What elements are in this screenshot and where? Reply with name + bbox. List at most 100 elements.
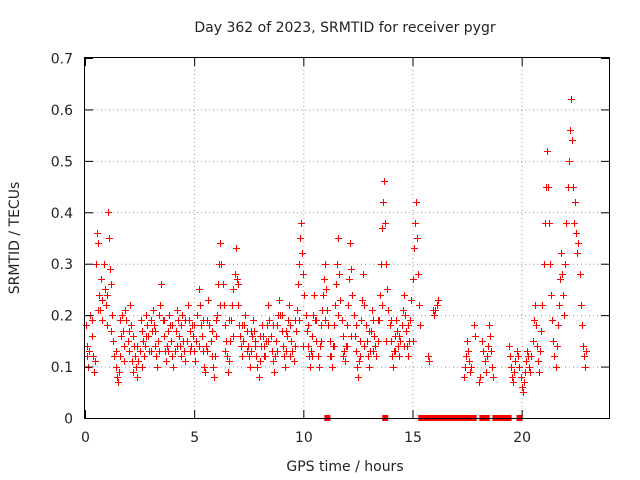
data-point: [103, 302, 110, 309]
data-point: [138, 317, 145, 324]
data-point: [104, 292, 111, 299]
data-point: [307, 364, 314, 371]
data-point: [289, 348, 296, 355]
data-point: [257, 333, 264, 340]
data-point: [304, 328, 311, 335]
data-point: [265, 338, 272, 345]
data-point: [342, 358, 349, 365]
data-point: [512, 358, 519, 365]
data-point: [185, 302, 192, 309]
data-point: [366, 328, 373, 335]
data-point: [294, 307, 301, 314]
data-point: [477, 374, 484, 381]
data-point: [369, 307, 376, 314]
data-point: [318, 338, 325, 345]
data-point: [521, 379, 528, 386]
data-point: [270, 322, 277, 329]
data-point: [341, 348, 348, 355]
data-point: [202, 369, 209, 376]
data-point: [490, 374, 497, 381]
data-point: [110, 338, 117, 345]
data-point: [245, 343, 252, 350]
data-point: [84, 353, 91, 360]
data-point: [573, 230, 580, 237]
data-point: [537, 348, 544, 355]
data-point: [113, 364, 120, 371]
data-point: [344, 343, 351, 350]
data-point: [113, 348, 120, 355]
data-point: [99, 297, 106, 304]
data-point: [322, 261, 329, 268]
data-point: [292, 343, 299, 350]
y-tick-label: 0.2: [51, 309, 73, 325]
data-point: [114, 374, 121, 381]
data-point: [209, 328, 216, 335]
data-point: [121, 358, 128, 365]
data-point: [141, 353, 148, 360]
data-point: [488, 348, 495, 355]
data-point: [265, 302, 272, 309]
data-point: [508, 364, 515, 371]
data-point: [179, 312, 186, 319]
data-point: [311, 292, 318, 299]
data-point: [121, 343, 128, 350]
data-point: [334, 261, 341, 268]
data-point: [485, 343, 492, 350]
data-point: [348, 333, 355, 340]
data-point: [361, 343, 368, 350]
data-point: [380, 199, 387, 206]
data-point: [335, 312, 342, 319]
data-point: [549, 317, 556, 324]
data-point: [568, 96, 575, 103]
data-point: [300, 343, 307, 350]
data-point: [339, 317, 346, 324]
data-point: [337, 297, 344, 304]
data-point: [397, 338, 404, 345]
data-point: [170, 364, 177, 371]
data-point: [102, 286, 109, 293]
data-point: [191, 322, 198, 329]
data-point: [320, 292, 327, 299]
data-point: [301, 292, 308, 299]
data-point: [172, 348, 179, 355]
data-point: [94, 230, 101, 237]
data-point: [539, 302, 546, 309]
data-point: [315, 353, 322, 360]
data-point: [554, 343, 561, 350]
data-point: [157, 302, 164, 309]
data-point: [318, 322, 325, 329]
data-point: [416, 302, 423, 309]
data-point: [242, 312, 249, 319]
data-point: [329, 364, 336, 371]
data-point: [547, 261, 554, 268]
data-point: [283, 348, 290, 355]
data-point: [335, 235, 342, 242]
data-point: [577, 271, 584, 278]
data-point: [250, 317, 257, 324]
data-point: [403, 328, 410, 335]
data-point: [483, 369, 490, 376]
data-point: [154, 364, 161, 371]
x-tick-label: 10: [295, 430, 313, 446]
data-point: [122, 307, 129, 314]
data-point: [254, 364, 261, 371]
data-point: [310, 312, 317, 319]
data-point: [132, 353, 139, 360]
data-point: [346, 276, 353, 283]
data-point: [340, 353, 347, 360]
data-point: [366, 364, 373, 371]
data-point: [296, 317, 303, 324]
data-point: [580, 343, 587, 350]
data-point: [410, 338, 417, 345]
data-point: [524, 348, 531, 355]
data-point: [572, 199, 579, 206]
x-tick-label: 15: [404, 430, 422, 446]
data-point: [332, 302, 339, 309]
data-point: [234, 276, 241, 283]
data-point: [107, 266, 114, 273]
data-point: [261, 353, 268, 360]
data-point: [426, 358, 433, 365]
data-point: [300, 271, 307, 278]
data-point: [408, 297, 415, 304]
data-point: [280, 343, 287, 350]
